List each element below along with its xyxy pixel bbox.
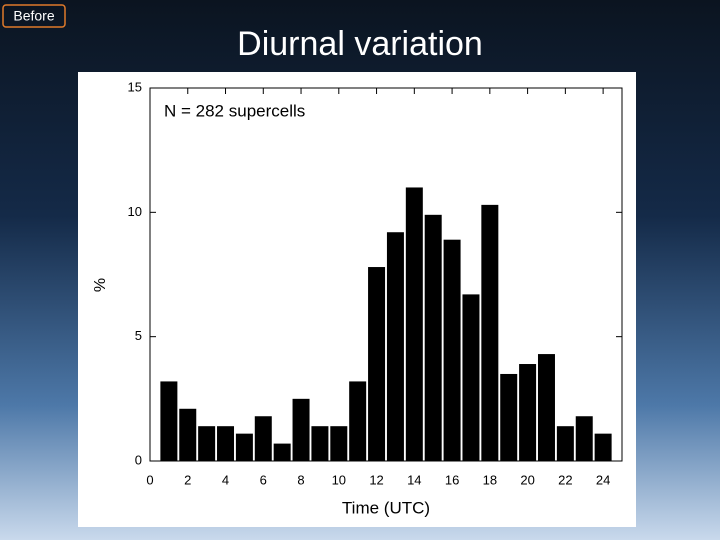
x-tick-label: 6 [260, 472, 267, 487]
bar [519, 364, 537, 461]
y-tick-label: 15 [128, 79, 142, 94]
plot-frame [149, 87, 623, 462]
x-tick-label: 8 [297, 472, 304, 487]
bar [217, 426, 235, 461]
bar [273, 443, 291, 461]
annotation: N = 282 supercells [164, 101, 305, 120]
y-axis-label: % [92, 278, 109, 292]
bar [160, 381, 178, 461]
x-axis-label: Time (UTC) [342, 498, 430, 517]
slide-label: Before [13, 8, 54, 24]
bar [424, 214, 442, 461]
bar [349, 381, 367, 461]
bar [179, 408, 197, 461]
bar [292, 398, 310, 461]
bar [443, 239, 461, 461]
bar [235, 433, 253, 461]
x-tick-label: 18 [483, 472, 497, 487]
bar [537, 354, 555, 461]
bar [368, 267, 386, 461]
x-tick-label: 10 [332, 472, 346, 487]
bar [330, 426, 348, 461]
bar [575, 416, 593, 461]
x-tick-label: 22 [558, 472, 572, 487]
bar [386, 232, 404, 461]
bar [405, 187, 423, 461]
slide-title: Diurnal variation [237, 25, 483, 63]
label-box [2, 4, 66, 28]
bar [556, 426, 574, 461]
y-tick-label: 5 [135, 328, 142, 343]
bar [594, 433, 612, 461]
x-tick-label: 16 [445, 472, 459, 487]
x-tick-label: 4 [222, 472, 229, 487]
bar [462, 294, 480, 461]
bar [254, 416, 272, 461]
x-tick-label: 14 [407, 472, 421, 487]
bar [481, 204, 499, 461]
x-tick-label: 24 [596, 472, 610, 487]
y-tick-label: 10 [128, 204, 142, 219]
x-tick-label: 2 [184, 472, 191, 487]
x-tick-label: 0 [146, 472, 153, 487]
y-tick-label: 0 [135, 452, 142, 467]
x-tick-label: 20 [520, 472, 534, 487]
bar [500, 373, 518, 461]
bar [198, 426, 216, 461]
x-tick-label: 12 [369, 472, 383, 487]
bar [311, 426, 329, 461]
